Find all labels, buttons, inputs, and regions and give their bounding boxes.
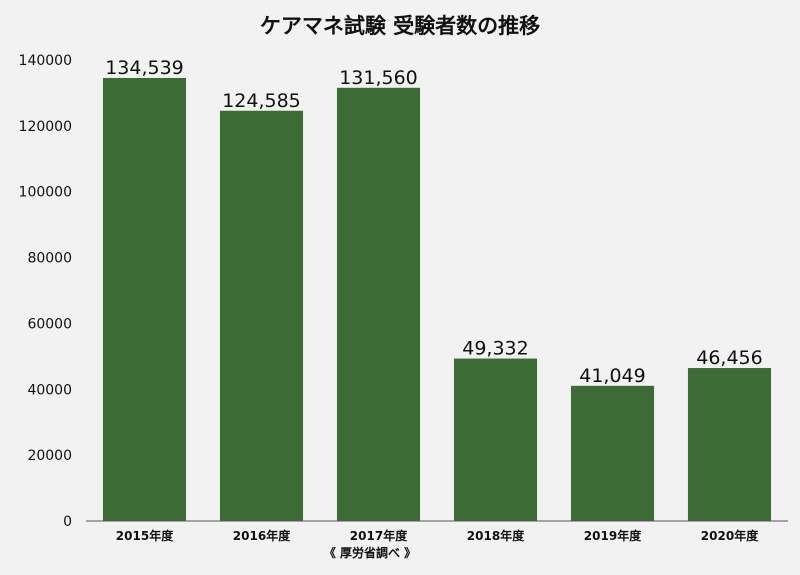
y-tick-label: 140000 <box>19 53 72 69</box>
bar <box>570 385 655 521</box>
data-label: 124,585 <box>222 90 301 112</box>
x-tick-label: 2018年度 <box>467 528 525 543</box>
data-labels: 134,539 124,585 131,560 49,332 41,049 46,456 <box>105 57 763 387</box>
y-tick-label: 40000 <box>27 382 72 398</box>
x-tick-label: 2016年度 <box>233 528 291 543</box>
y-tick-label: 80000 <box>27 251 72 267</box>
source-note: 《 厚労省調べ 》 <box>324 545 416 560</box>
data-label: 41,049 <box>579 365 645 387</box>
y-tick-label: 100000 <box>19 185 72 201</box>
bar <box>453 358 538 521</box>
chart-title: ケアマネ試験 受験者数の推移 <box>260 14 540 38</box>
data-label: 49,332 <box>462 338 528 360</box>
y-tick-label: 120000 <box>19 119 72 135</box>
y-axis-labels: 0 20000 40000 60000 80000 100000 120000 140000 <box>19 53 72 530</box>
bar <box>687 368 772 521</box>
bar <box>336 87 421 521</box>
x-axis-labels: 2015年度 2016年度 2017年度 2018年度 2019年度 2020年度 <box>116 528 759 543</box>
x-tick-label: 2015年度 <box>116 528 174 543</box>
y-tick-label: 60000 <box>27 316 72 332</box>
x-tick-label: 2017年度 <box>350 528 408 543</box>
x-tick-label: 2019年度 <box>584 528 642 543</box>
bars <box>102 77 772 521</box>
bar <box>102 77 187 521</box>
y-tick-label: 20000 <box>27 448 72 464</box>
y-tick-label: 0 <box>63 514 72 530</box>
data-label: 46,456 <box>696 347 762 369</box>
x-tick-label: 2020年度 <box>701 528 759 543</box>
bar <box>219 110 304 521</box>
data-label: 131,560 <box>339 67 418 89</box>
data-label: 134,539 <box>105 57 184 79</box>
